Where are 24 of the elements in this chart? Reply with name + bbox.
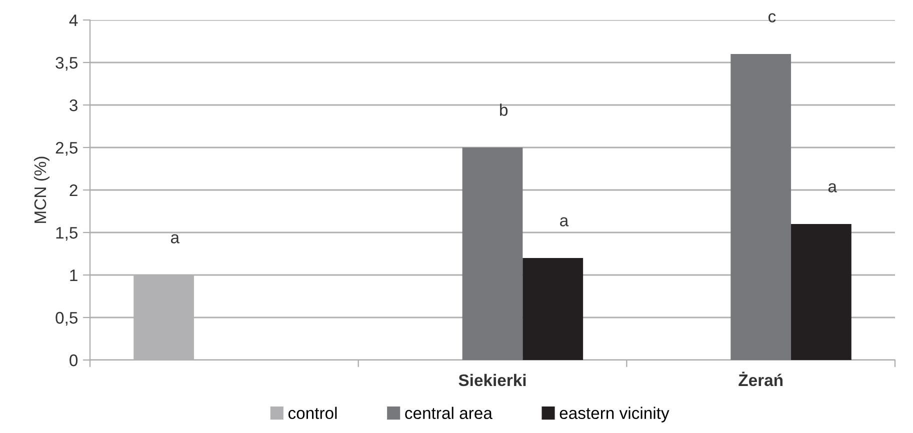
y-tick-label: 2,5 [56, 142, 78, 156]
y-tick-label: 1 [70, 270, 78, 282]
y-tick-label: 3,5 [56, 56, 78, 71]
bar [522, 258, 584, 360]
bar [791, 224, 852, 360]
y-tick-label: 1,5 [56, 227, 78, 241]
x-tick-label: Siekierki [458, 374, 526, 386]
data-label: a [560, 217, 569, 226]
y-tick-label: 0 [70, 354, 78, 366]
bar [730, 54, 792, 360]
y-tick-label: 3 [70, 99, 78, 112]
y-tick-label: 2 [70, 184, 78, 196]
legend-label: central area [405, 406, 492, 420]
x-tick-label: Żerań [738, 372, 782, 386]
legend-label: eastern vicinity [560, 406, 670, 422]
y-tick-label: 4 [69, 14, 78, 26]
data-label: c [768, 13, 776, 22]
data-label: a [170, 234, 180, 244]
data-label: a [828, 183, 837, 192]
data-label: b [500, 104, 508, 116]
y-axis-title: MCN (%) [34, 156, 50, 223]
legend-label: control [288, 406, 337, 420]
y-tick-label: 0,5 [56, 312, 78, 326]
bar [462, 148, 523, 360]
